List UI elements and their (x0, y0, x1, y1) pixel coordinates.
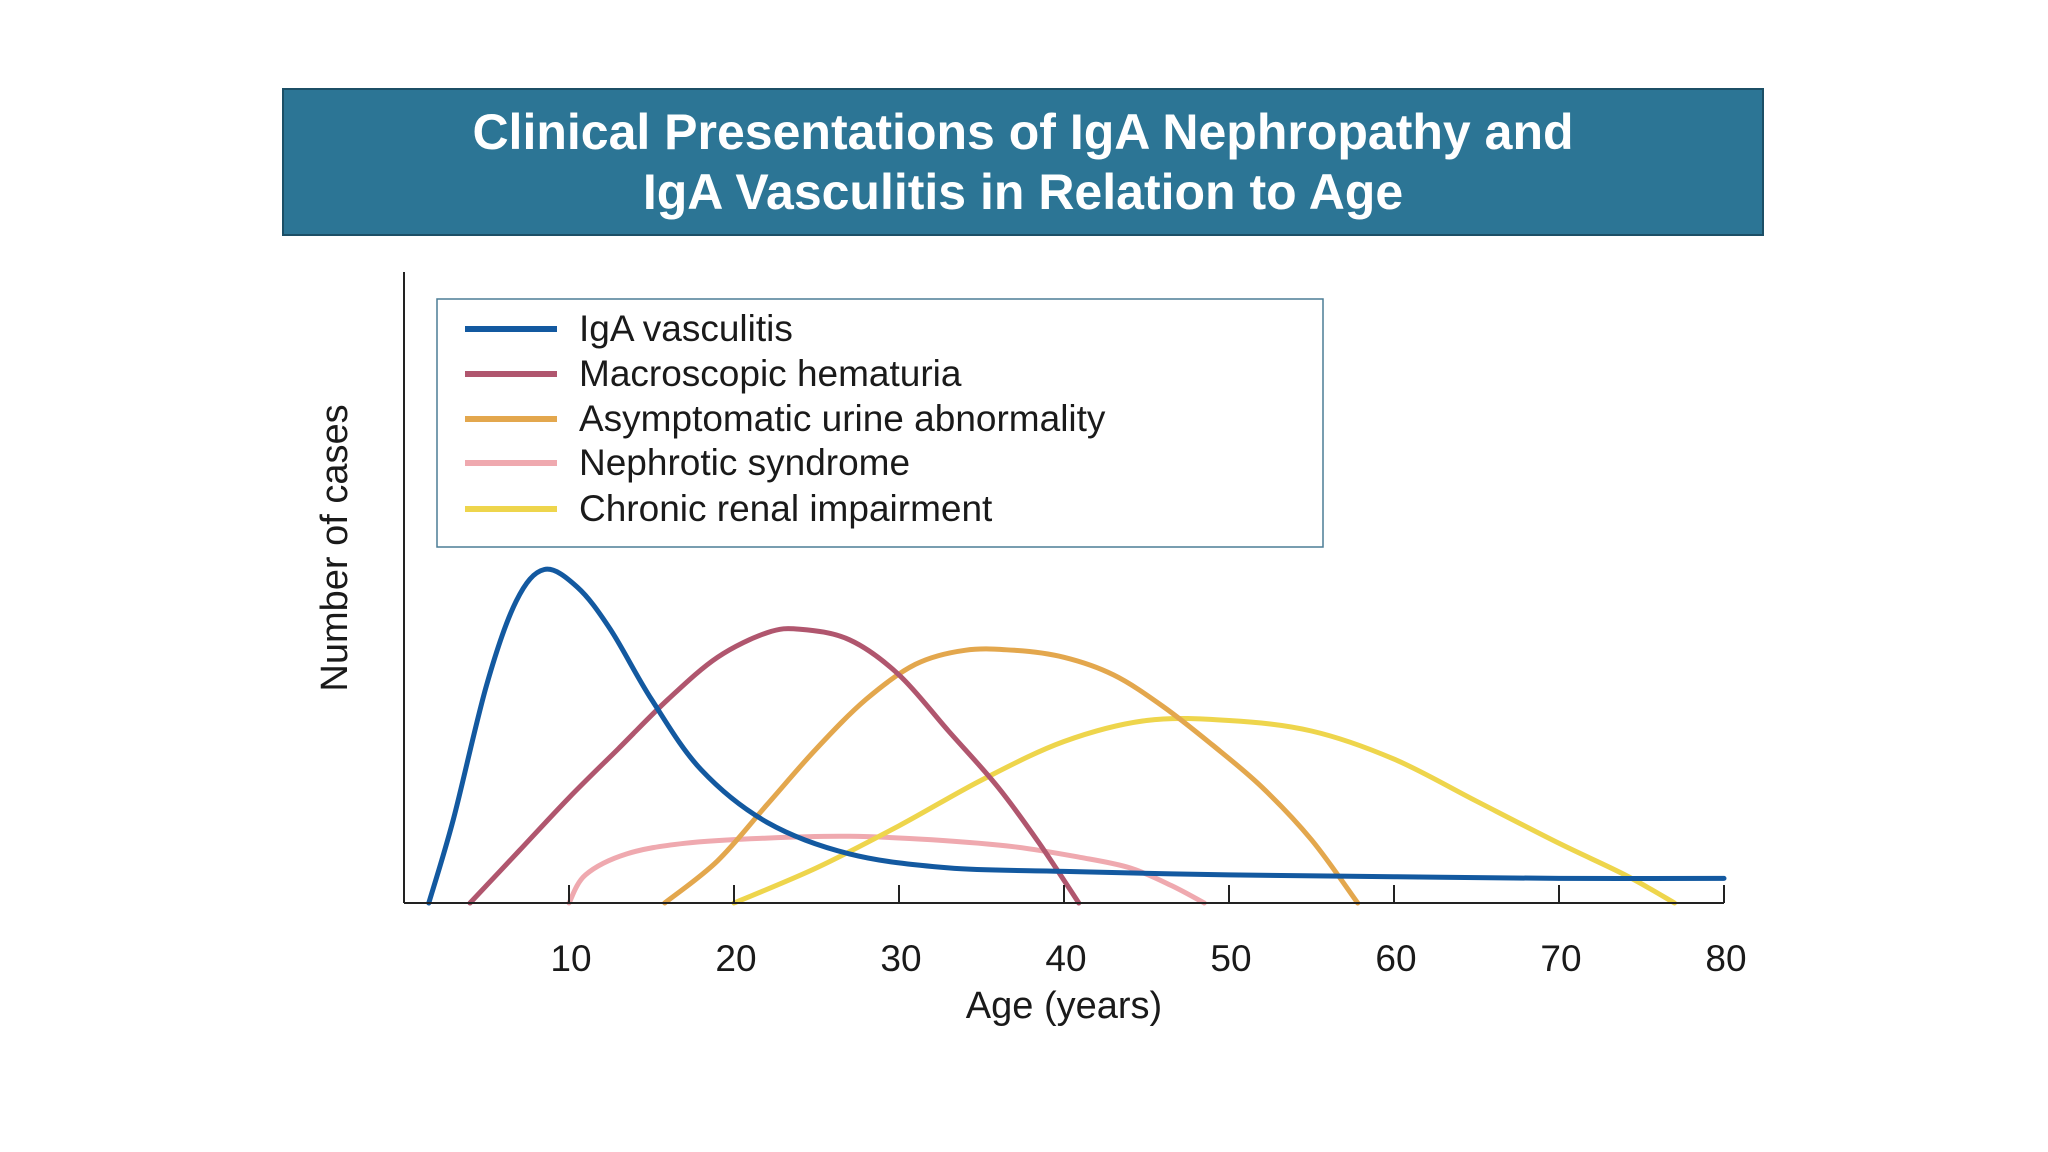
series-line-nephrotic-syndrome (566, 833, 1207, 906)
series-line-asymptomatic-urine-abnormality (662, 646, 1361, 906)
x-tick-label: 10 (550, 938, 591, 979)
x-tick-label: 40 (1045, 938, 1086, 979)
chart-title-line-1: Clinical Presentations of IgA Nephropath… (472, 104, 1574, 160)
x-tick-label: 70 (1540, 938, 1581, 979)
x-tick-label: 60 (1375, 938, 1416, 979)
x-tick-label: 80 (1705, 938, 1746, 979)
series-line-iga-vasculitis (426, 566, 1727, 906)
legend-box (436, 298, 1324, 548)
series-line-macroscopic-hematuria (467, 626, 1082, 906)
legend-label: Asymptomatic urine abnormality (579, 398, 1106, 439)
chart-title-line-2: IgA Vasculitis in Relation to Age (642, 164, 1404, 220)
x-tick-label: 50 (1210, 938, 1251, 979)
x-axis-label: Age (years) (966, 985, 1162, 1027)
legend-label: Nephrotic syndrome (579, 442, 910, 483)
y-axis-label: Number of cases (314, 404, 356, 691)
x-tick-label: 30 (880, 938, 921, 979)
legend-label: Chronic renal impairment (579, 488, 993, 529)
legend-label: IgA vasculitis (579, 308, 793, 349)
plot-area (426, 566, 1727, 906)
x-tick-label: 20 (715, 938, 756, 979)
x-ticks: 10 20 30 40 50 60 70 80 (550, 885, 1747, 979)
legend-label: Macroscopic hematuria (579, 353, 962, 394)
chart-title-banner: Clinical Presentations of IgA Nephropath… (282, 88, 1764, 236)
series-line-chronic-renal-impairment (731, 715, 1677, 906)
